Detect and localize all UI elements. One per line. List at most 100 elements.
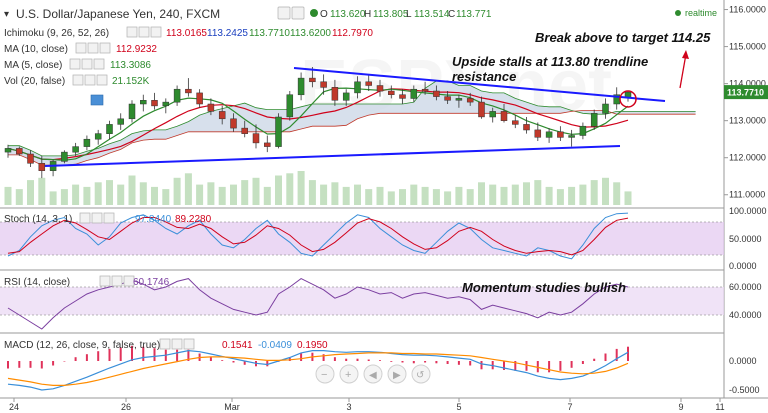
bars-icon[interactable] bbox=[90, 94, 104, 106]
candle-body bbox=[568, 135, 575, 138]
candle-body bbox=[590, 113, 598, 127]
close-icon[interactable] bbox=[183, 338, 195, 350]
candle-body bbox=[466, 98, 474, 103]
candle-body bbox=[106, 124, 113, 134]
volume-bar bbox=[523, 182, 530, 205]
svg-text:113.0165: 113.0165 bbox=[166, 28, 207, 39]
macd-histogram-bar bbox=[119, 347, 122, 361]
zoom-out-icon[interactable] bbox=[315, 364, 335, 384]
candle-body bbox=[455, 98, 463, 101]
annotation-stalls-1: Upside stalls at 113.80 trendline bbox=[452, 54, 648, 69]
symbol-title[interactable]: U.S. Dollar/Japanese Yen, 240, FXCM bbox=[16, 7, 220, 21]
volume-bar bbox=[534, 180, 542, 205]
candle-body bbox=[230, 118, 237, 129]
macd-histogram-bar bbox=[615, 348, 618, 361]
gear-icon[interactable] bbox=[291, 6, 305, 20]
candle-body bbox=[162, 101, 170, 107]
volume-bar bbox=[286, 173, 294, 205]
svg-text:97.8440: 97.8440 bbox=[135, 214, 172, 225]
annotation-momentum: Momentum studies bullish bbox=[462, 280, 626, 295]
volume-bar bbox=[38, 177, 46, 205]
indicator-tick-label: 0.0000 bbox=[729, 261, 757, 271]
reset-icon[interactable] bbox=[411, 364, 431, 384]
macd-histogram-bar bbox=[187, 349, 190, 361]
gear-icon[interactable] bbox=[111, 275, 123, 287]
ichimoku-span-b bbox=[8, 110, 696, 166]
eye-icon[interactable] bbox=[72, 74, 84, 86]
gear-icon[interactable] bbox=[91, 212, 103, 224]
stoch-d-line bbox=[7, 217, 629, 256]
ichimoku-span-a bbox=[8, 80, 696, 157]
rsi-line bbox=[7, 278, 629, 330]
volume-bar bbox=[602, 177, 609, 205]
candle-body bbox=[478, 101, 485, 118]
volume-bar bbox=[568, 186, 576, 205]
macd-histogram-bar bbox=[570, 361, 573, 368]
eye-icon[interactable] bbox=[79, 212, 91, 224]
volume-bar bbox=[466, 189, 474, 205]
svg-text:-0.0409: -0.0409 bbox=[258, 340, 292, 351]
volume-bar bbox=[83, 186, 91, 205]
close-icon[interactable] bbox=[96, 74, 108, 86]
gear-icon[interactable] bbox=[87, 42, 99, 54]
eye-icon[interactable] bbox=[75, 42, 87, 54]
gear-icon[interactable] bbox=[84, 74, 96, 86]
candle-body bbox=[83, 138, 91, 147]
volume-bar bbox=[387, 191, 395, 205]
svg-text:0.1950: 0.1950 bbox=[297, 340, 328, 351]
macd-histogram-bar bbox=[85, 354, 88, 361]
eye-icon[interactable] bbox=[126, 26, 138, 38]
volume-bar bbox=[376, 186, 384, 205]
candle-body bbox=[602, 103, 609, 114]
close-icon[interactable] bbox=[123, 275, 135, 287]
time-tick-label: Mar bbox=[224, 402, 240, 412]
svg-text:H: H bbox=[364, 9, 371, 20]
price-tick-label: 114.0000 bbox=[729, 79, 766, 89]
candle-body bbox=[4, 148, 12, 153]
eye-icon[interactable] bbox=[99, 275, 111, 287]
zoom-in-icon[interactable] bbox=[339, 364, 359, 384]
candle-body bbox=[579, 125, 587, 136]
collapse-icon[interactable]: ▾ bbox=[4, 9, 9, 20]
price-tick-label: 111.0000 bbox=[729, 190, 765, 200]
candle-body bbox=[286, 94, 294, 118]
macd-histogram-bar bbox=[367, 359, 370, 361]
close-icon[interactable] bbox=[99, 42, 111, 54]
macd-histogram-bar bbox=[333, 357, 336, 361]
close-icon[interactable] bbox=[103, 212, 115, 224]
candle-body bbox=[61, 151, 68, 162]
macd-histogram-bar bbox=[514, 361, 517, 371]
macd-histogram-bar bbox=[356, 358, 359, 361]
time-tick-label: 26 bbox=[121, 402, 131, 412]
eye-icon[interactable] bbox=[159, 338, 171, 350]
macd-histogram-bar bbox=[97, 351, 100, 361]
svg-text:113.514: 113.514 bbox=[414, 9, 450, 20]
gear-icon[interactable] bbox=[171, 338, 183, 350]
eye-icon[interactable] bbox=[69, 58, 81, 70]
candle-body bbox=[297, 77, 305, 96]
indicator-legend: Ichimoku (9, 26, 52, 26) 113.0165 113.24… bbox=[4, 26, 373, 106]
svg-text:60.1746: 60.1746 bbox=[133, 277, 170, 288]
volume-bar bbox=[230, 184, 237, 205]
volume-bar bbox=[410, 184, 418, 205]
candle-body bbox=[72, 146, 79, 153]
scroll-right-icon[interactable] bbox=[387, 364, 407, 384]
svg-text:MA (10, close): MA (10, close) bbox=[4, 44, 68, 55]
scroll-left-icon[interactable] bbox=[363, 364, 383, 384]
eye-icon[interactable] bbox=[277, 6, 291, 20]
candle-body bbox=[264, 142, 271, 147]
close-icon[interactable] bbox=[150, 26, 162, 38]
candle-body bbox=[309, 77, 316, 83]
close-icon[interactable] bbox=[93, 58, 105, 70]
macd-histogram-bar bbox=[548, 361, 551, 373]
macd-histogram-bar bbox=[390, 361, 393, 362]
volume-bar bbox=[207, 182, 215, 205]
candle-body bbox=[388, 90, 395, 95]
macd-histogram-bar bbox=[457, 361, 460, 365]
macd-histogram-bar bbox=[559, 361, 562, 371]
gear-icon[interactable] bbox=[81, 58, 93, 70]
gear-icon[interactable] bbox=[138, 26, 150, 38]
indicator-tick-label: -0.5000 bbox=[729, 385, 760, 395]
svg-text:+: + bbox=[345, 369, 351, 381]
